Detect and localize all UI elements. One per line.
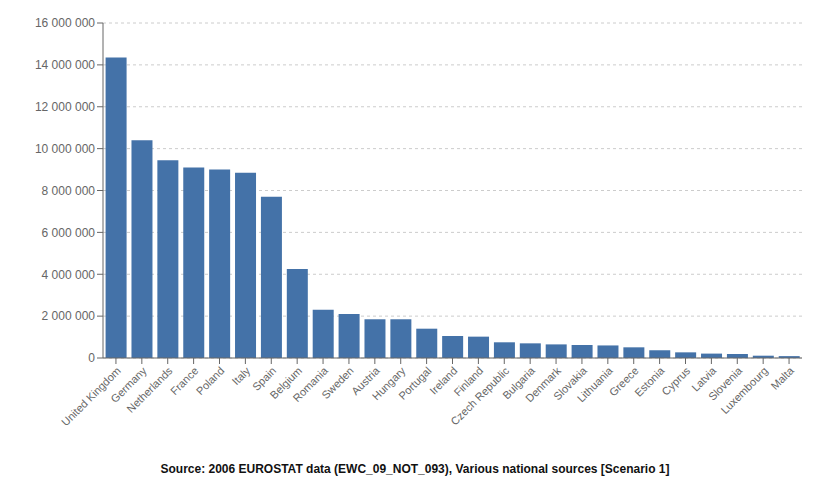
- svg-text:Bulgaria: Bulgaria: [500, 364, 538, 402]
- svg-text:Sweden: Sweden: [319, 364, 356, 401]
- svg-text:France: France: [168, 364, 201, 397]
- svg-text:Ireland: Ireland: [427, 364, 460, 397]
- svg-text:Lithuania: Lithuania: [575, 364, 616, 405]
- svg-text:4 000 000: 4 000 000: [42, 268, 96, 282]
- svg-text:Czech Republic: Czech Republic: [448, 364, 512, 428]
- svg-text:Romania: Romania: [290, 364, 330, 405]
- svg-text:Finland: Finland: [451, 364, 486, 399]
- svg-text:10 000 000: 10 000 000: [35, 142, 95, 156]
- svg-text:Malta: Malta: [768, 364, 796, 392]
- svg-text:2 000 000: 2 000 000: [42, 309, 96, 323]
- svg-text:United Kingdom: United Kingdom: [59, 364, 123, 429]
- svg-text:Netherlands: Netherlands: [124, 364, 175, 415]
- svg-text:Poland: Poland: [194, 364, 227, 397]
- svg-text:14 000 000: 14 000 000: [35, 58, 95, 72]
- svg-text:0: 0: [88, 351, 95, 365]
- svg-text:Latvia: Latvia: [689, 364, 719, 394]
- svg-text:Portugal: Portugal: [396, 364, 433, 401]
- html-text:Source: 2006 EUROSTAT data (EW: Source: 2006 EUROSTAT data (EWC_09_NOT_0…: [160, 462, 670, 476]
- svg-text:12 000 000: 12 000 000: [35, 100, 95, 114]
- svg-text:Slovenia: Slovenia: [705, 364, 745, 403]
- svg-text:Belgium: Belgium: [267, 364, 305, 401]
- svg-text:Italy: Italy: [229, 364, 253, 388]
- svg-text:Luxembourg: Luxembourg: [718, 364, 770, 416]
- svg-text:6 000 000: 6 000 000: [42, 226, 96, 240]
- svg-text:Hungary: Hungary: [369, 364, 408, 403]
- svg-text:Denmark: Denmark: [523, 364, 563, 405]
- svg-text:Austria: Austria: [349, 364, 382, 398]
- svg-text:Slovakia: Slovakia: [551, 364, 589, 403]
- svg-text:Estonia: Estonia: [632, 364, 667, 399]
- svg-text:Greece: Greece: [606, 364, 641, 399]
- svg-text:8 000 000: 8 000 000: [42, 184, 96, 198]
- svg-text:Germany: Germany: [108, 364, 149, 405]
- svg-text:16 000 000: 16 000 000: [35, 16, 95, 30]
- svg-text:Spain: Spain: [249, 364, 279, 393]
- svg-text:Cyprus: Cyprus: [659, 364, 692, 397]
